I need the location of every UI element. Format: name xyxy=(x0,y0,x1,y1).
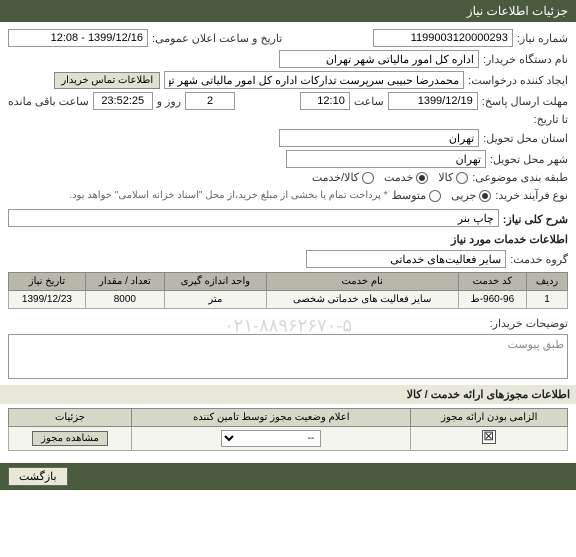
th-date: تاریخ نیاز xyxy=(9,273,86,291)
buyer-org-label: نام دستگاه خریدار: xyxy=(483,53,568,66)
buyer-notes-label: توضیحات خریدار: xyxy=(490,313,568,330)
contact-button[interactable]: اطلاعات تماس خریدار xyxy=(54,72,160,89)
td-required xyxy=(411,427,568,451)
th-unit: واحد اندازه گیری xyxy=(164,273,266,291)
need-no-input[interactable] xyxy=(373,29,513,47)
process-type-label: نوع فرآیند خرید: xyxy=(495,189,568,202)
to-date-label: تا تاریخ: xyxy=(473,113,568,126)
cat-service-label: خدمت xyxy=(384,171,413,184)
td-unit: متر xyxy=(164,291,266,309)
service-group-input[interactable] xyxy=(306,250,506,268)
td-details: مشاهده مجوز xyxy=(9,427,132,451)
days-label: روز و xyxy=(157,95,181,108)
proc-small-label: جزیی xyxy=(451,189,476,202)
subject-category-label: طبقه بندی موضوعی: xyxy=(472,171,568,184)
required-checkbox[interactable] xyxy=(482,430,496,444)
deadline-date-input[interactable] xyxy=(388,92,478,110)
radio-small[interactable] xyxy=(479,190,491,202)
payment-note: * پرداخت تمام یا بخشی از مبلغ خرید،از مح… xyxy=(69,190,387,201)
general-desc-input[interactable] xyxy=(8,209,499,227)
public-date-label: تاریخ و ساعت اعلان عمومی: xyxy=(152,32,282,45)
need-no-label: شماره نیاز: xyxy=(517,32,568,45)
permit-section-title: اطلاعات مجوزهای ارائه خدمت / کالا xyxy=(0,385,576,404)
bottom-bar: بازگشت xyxy=(0,463,576,490)
delivery-city-label: شهر محل تحویل: xyxy=(490,153,568,166)
creator-input[interactable] xyxy=(164,71,464,89)
process-radio-group: جزیی متوسط xyxy=(392,189,492,202)
public-date-input[interactable] xyxy=(8,29,148,47)
table-row: 1 960-96-ط سایر فعالیت های خدماتی شخصی م… xyxy=(9,291,568,309)
th-details: جزئیات xyxy=(9,409,132,427)
permit-row: -- مشاهده مجوز xyxy=(9,427,568,451)
cat-goods-label: کالا xyxy=(438,171,453,184)
time-label: ساعت xyxy=(354,95,384,108)
td-qty: 8000 xyxy=(85,291,164,309)
table-header-row: ردیف کد خدمت نام خدمت واحد اندازه گیری ت… xyxy=(9,273,568,291)
proc-medium-label: متوسط xyxy=(392,189,427,202)
delivery-city-input[interactable] xyxy=(286,150,486,168)
radio-medium[interactable] xyxy=(429,190,441,202)
creator-label: ایجاد کننده درخواست: xyxy=(468,74,568,87)
td-code: 960-96-ط xyxy=(458,291,527,309)
permit-table: الزامی بودن ارائه مجوز اعلام وضعیت مجوز … xyxy=(8,408,568,451)
service-table: ردیف کد خدمت نام خدمت واحد اندازه گیری ت… xyxy=(8,272,568,309)
th-qty: تعداد / مقدار xyxy=(85,273,164,291)
deadline-time-input[interactable] xyxy=(300,92,350,110)
remaining-label: ساعت باقی مانده xyxy=(8,95,89,108)
view-permit-button[interactable]: مشاهده مجوز xyxy=(32,431,108,446)
th-row: ردیف xyxy=(527,273,568,291)
th-status: اعلام وضعیت مجوز توسط تامین کننده xyxy=(131,409,411,427)
th-code: کد خدمت xyxy=(458,273,527,291)
countdown-time xyxy=(93,92,153,110)
buyer-org-input[interactable] xyxy=(279,50,479,68)
header-title: جزئیات اطلاعات نیاز xyxy=(467,4,568,18)
radio-goods-service[interactable] xyxy=(362,172,374,184)
radio-service[interactable] xyxy=(416,172,428,184)
deadline-label: مهلت ارسال پاسخ: xyxy=(482,95,568,108)
service-group-label: گروه خدمت: xyxy=(510,253,568,266)
service-info-title: اطلاعات خدمات مورد نیاز xyxy=(8,233,568,246)
delivery-province-input[interactable] xyxy=(279,129,479,147)
header-bar: جزئیات اطلاعات نیاز xyxy=(0,0,576,22)
td-status: -- xyxy=(131,427,411,451)
category-radio-group: کالا خدمت کالا/خدمت xyxy=(312,171,468,184)
radio-goods[interactable] xyxy=(456,172,468,184)
th-required: الزامی بودن ارائه مجوز xyxy=(411,409,568,427)
th-name: نام خدمت xyxy=(266,273,458,291)
back-button[interactable]: بازگشت xyxy=(8,467,68,486)
cat-goods-service-label: کالا/خدمت xyxy=(312,171,359,184)
general-desc-label: شرح کلی نیاز: xyxy=(503,213,568,226)
buyer-notes-textarea[interactable]: طبق پیوست xyxy=(8,334,568,379)
delivery-province-label: استان محل تحویل: xyxy=(483,132,568,145)
td-date: 1399/12/23 xyxy=(9,291,86,309)
countdown-days xyxy=(185,92,235,110)
status-select[interactable]: -- xyxy=(221,430,321,447)
td-name: سایر فعالیت های خدماتی شخصی xyxy=(266,291,458,309)
permit-header-row: الزامی بودن ارائه مجوز اعلام وضعیت مجوز … xyxy=(9,409,568,427)
td-row: 1 xyxy=(527,291,568,309)
